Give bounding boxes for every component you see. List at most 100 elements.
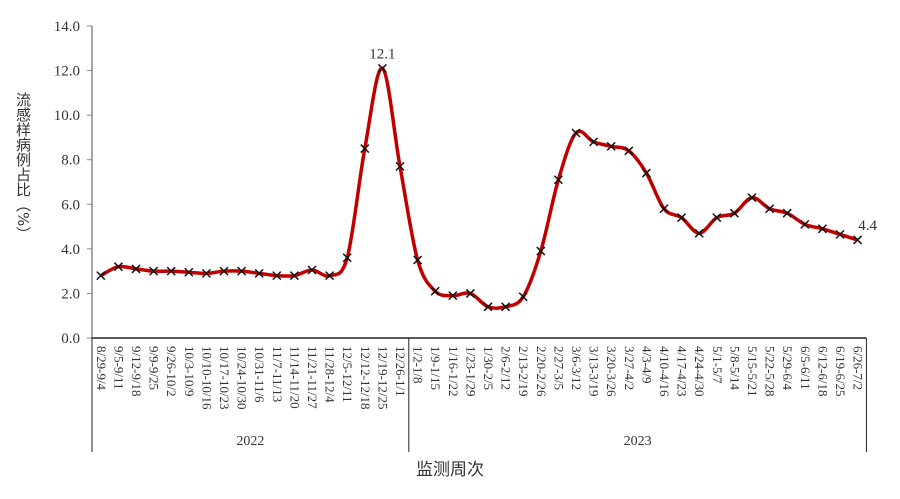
data-point-marker <box>149 266 159 276</box>
x-tick-label: 2/13-2/19 <box>516 346 531 397</box>
group-label: 2023 <box>624 434 652 449</box>
data-point-marker <box>254 268 264 278</box>
data-point-marker <box>237 266 247 276</box>
x-tick-label: 9/26-10/2 <box>164 346 179 397</box>
x-tick-label: 1/9-1/15 <box>428 346 443 390</box>
x-tick-label: 6/26-7/2 <box>851 346 866 390</box>
x-tick-label: 10/3-10/9 <box>182 346 197 397</box>
data-label: 12.1 <box>369 46 395 62</box>
x-tick-label: 6/19-6/25 <box>833 346 848 397</box>
data-point-marker <box>747 193 757 203</box>
x-tick-label: 5/8-5/14 <box>727 346 742 391</box>
x-tick-label: 10/24-10/30 <box>235 346 250 410</box>
x-tick-label: 2/27-3/5 <box>551 346 566 390</box>
data-point-marker <box>712 213 722 223</box>
x-tick-label: 12/12-12/18 <box>358 346 373 410</box>
series-line <box>99 66 859 311</box>
y-tick-label: 4.0 <box>61 242 80 258</box>
x-tick-label: 3/27-4/2 <box>622 346 637 390</box>
x-tick-label: 10/17-10/23 <box>217 346 232 410</box>
x-tick-label: 11/7-11/13 <box>270 346 285 402</box>
data-point-marker <box>201 268 211 278</box>
x-tick-label: 3/6-3/12 <box>569 346 584 390</box>
data-point-marker <box>184 267 194 277</box>
data-point-marker <box>483 302 493 312</box>
data-point-marker <box>729 208 739 218</box>
x-tick-label: 11/14-11/20 <box>287 346 302 409</box>
data-point-marker <box>377 63 387 73</box>
data-point-marker <box>131 264 141 274</box>
x-tick-label: 4/17-4/23 <box>675 346 690 397</box>
y-tick-label: 12.0 <box>54 64 80 80</box>
data-point-marker <box>817 224 827 234</box>
x-tick-label: 5/29-6/4 <box>780 346 795 391</box>
data-point-marker <box>307 265 317 275</box>
data-point-marker <box>272 271 282 281</box>
group-label: 2022 <box>236 434 264 449</box>
data-point-marker <box>96 271 106 281</box>
data-point-marker <box>518 292 528 302</box>
x-tick-label: 3/20-3/26 <box>604 346 619 397</box>
x-tick-label: 4/3-4/9 <box>639 346 654 384</box>
x-tick-label: 2/6-2/12 <box>499 346 514 390</box>
data-point-marker <box>342 253 352 263</box>
x-tick-label: 12/5-12/11 <box>340 346 355 403</box>
x-tick-label: 9/12-9/18 <box>129 346 144 397</box>
data-label: 4.4 <box>858 218 877 234</box>
x-tick-label: 5/15-5/21 <box>745 346 760 397</box>
x-tick-label: 1/16-1/22 <box>446 346 461 397</box>
data-point-marker <box>289 271 299 281</box>
data-point-marker <box>677 213 687 223</box>
x-tick-label: 5/1-5/7 <box>710 346 725 384</box>
x-axis-title: 监测周次 <box>416 460 484 480</box>
data-point-marker <box>325 271 335 281</box>
x-tick-label: 6/5-6/11 <box>798 346 813 390</box>
data-point-marker <box>113 262 123 272</box>
data-point-marker <box>413 255 423 265</box>
x-tick-label: 11/21-11/27 <box>305 346 320 409</box>
x-tick-label: 1/2-1/8 <box>411 346 426 384</box>
x-tick-label: 4/24-4/30 <box>692 346 707 397</box>
y-tick-label: 0.0 <box>61 331 80 347</box>
data-point-marker <box>430 286 440 296</box>
x-tick-label: 11/28-12/4 <box>323 346 338 403</box>
y-tick-label: 10.0 <box>54 108 80 124</box>
data-point-marker <box>553 175 563 185</box>
x-tick-label: 10/31-11/6 <box>252 346 267 403</box>
data-point-marker <box>853 235 863 245</box>
x-tick-label: 8/29-9/4 <box>94 346 109 391</box>
data-point-marker <box>501 302 511 312</box>
x-tick-label: 6/12-6/18 <box>815 346 830 397</box>
x-tick-label: 5/22-5/28 <box>763 346 778 397</box>
y-axis-title: 流感样病例占比（%） <box>14 92 32 242</box>
data-point-marker <box>694 228 704 238</box>
y-tick-label: 8.0 <box>61 153 80 169</box>
data-point-marker <box>571 128 581 138</box>
data-point-marker <box>219 266 229 276</box>
data-point-marker <box>395 161 405 171</box>
y-tick-label: 2.0 <box>61 286 80 302</box>
data-point-marker <box>465 288 475 298</box>
data-point-marker <box>835 229 845 239</box>
data-point-marker <box>360 144 370 154</box>
x-tick-label: 2/20-2/26 <box>534 346 549 397</box>
y-tick-label: 6.0 <box>61 197 80 213</box>
x-tick-label: 12/19-12/25 <box>375 346 390 410</box>
x-tick-label: 9/5-9/11 <box>111 346 126 390</box>
x-tick-label: 3/13-3/19 <box>587 346 602 397</box>
x-tick-label: 1/30-2/5 <box>481 346 496 390</box>
data-point-marker <box>606 141 616 151</box>
data-point-marker <box>536 246 546 256</box>
x-tick-label: 4/10-4/16 <box>657 346 672 397</box>
x-tick-label: 12/26-1/1 <box>393 346 408 397</box>
x-tick-label: 1/23-1/29 <box>463 346 478 397</box>
data-point-marker <box>659 204 669 214</box>
data-point-marker <box>782 208 792 218</box>
data-point-marker <box>624 146 634 156</box>
data-point-marker <box>800 219 810 229</box>
y-tick-label: 14.0 <box>54 19 80 35</box>
data-point-marker <box>589 137 599 147</box>
data-point-marker <box>765 204 775 214</box>
data-point-marker <box>641 168 651 178</box>
